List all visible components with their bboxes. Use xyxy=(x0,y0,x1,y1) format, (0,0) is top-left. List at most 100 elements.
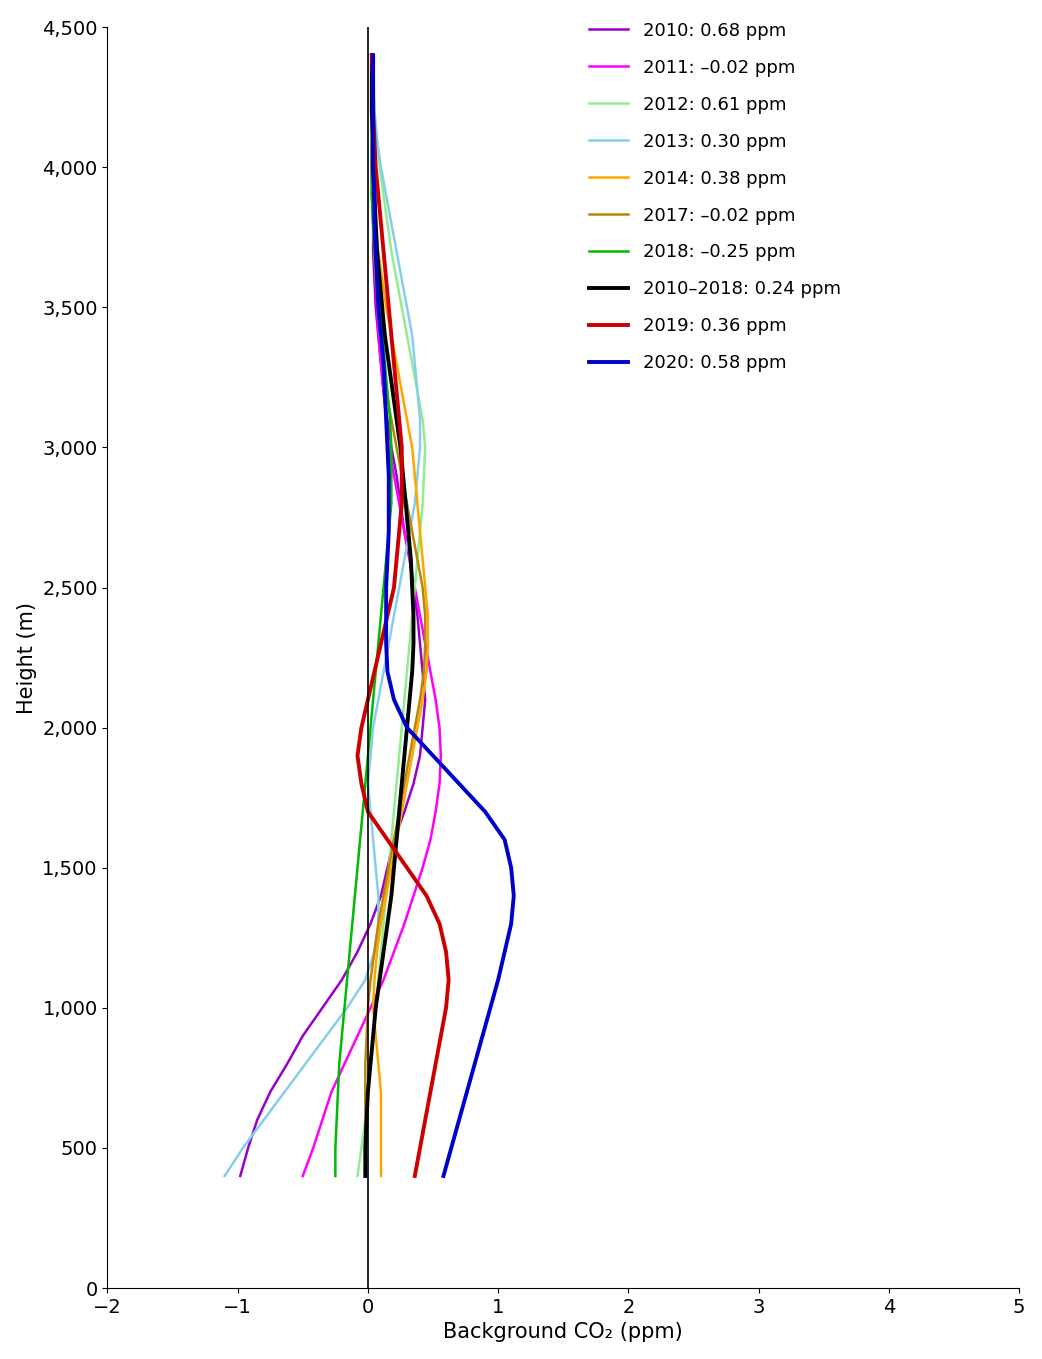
2011: –0.02 ppm: (0.24, 2.8e+03): –0.02 ppm: (0.24, 2.8e+03) xyxy=(393,495,405,511)
2010–2018: 0.24 ppm: (0.03, 4.4e+03): 0.24 ppm: (0.03, 4.4e+03) xyxy=(366,48,378,64)
2010–2018: 0.24 ppm: (0.32, 2.1e+03): 0.24 ppm: (0.32, 2.1e+03) xyxy=(403,692,416,708)
2012: 0.61 ppm: (-0.02, 600): 0.61 ppm: (-0.02, 600) xyxy=(359,1112,372,1128)
2018: –0.25 ppm: (0.04, 3.8e+03): –0.25 ppm: (0.04, 3.8e+03) xyxy=(367,215,379,231)
2011: –0.02 ppm: (0.12, 1.1e+03): –0.02 ppm: (0.12, 1.1e+03) xyxy=(377,972,390,988)
2010–2018: 0.24 ppm: (0.04, 4.1e+03): 0.24 ppm: (0.04, 4.1e+03) xyxy=(367,130,379,147)
2020: 0.58 ppm: (0.04, 4e+03): 0.58 ppm: (0.04, 4e+03) xyxy=(367,159,379,175)
2013: 0.30 ppm: (-0.02, 1.1e+03): 0.30 ppm: (-0.02, 1.1e+03) xyxy=(359,972,372,988)
2018: –0.25 ppm: (-0.2, 900): –0.25 ppm: (-0.2, 900) xyxy=(336,1027,348,1044)
2012: 0.61 ppm: (0.03, 4.4e+03): 0.61 ppm: (0.03, 4.4e+03) xyxy=(366,48,378,64)
2013: 0.30 ppm: (0.4, 3e+03): 0.30 ppm: (0.4, 3e+03) xyxy=(414,439,426,455)
2010–2018: 0.24 ppm: (0.22, 3.1e+03): 0.24 ppm: (0.22, 3.1e+03) xyxy=(391,412,403,428)
2010–2018: 0.24 ppm: (0.25, 3e+03): 0.24 ppm: (0.25, 3e+03) xyxy=(394,439,406,455)
Line: 2011: –0.02 ppm: 2011: –0.02 ppm xyxy=(303,56,441,1176)
2011: –0.02 ppm: (0.36, 2.5e+03): –0.02 ppm: (0.36, 2.5e+03) xyxy=(408,579,421,595)
2020: 0.58 ppm: (0.3, 2e+03): 0.58 ppm: (0.3, 2e+03) xyxy=(401,719,414,735)
2012: 0.61 ppm: (0.22, 3.6e+03): 0.61 ppm: (0.22, 3.6e+03) xyxy=(391,272,403,288)
2013: 0.30 ppm: (0.12, 2.2e+03): 0.30 ppm: (0.12, 2.2e+03) xyxy=(377,663,390,680)
2013: 0.30 ppm: (-0.32, 900): 0.30 ppm: (-0.32, 900) xyxy=(320,1027,332,1044)
2018: –0.25 ppm: (-0.04, 1.7e+03): –0.25 ppm: (-0.04, 1.7e+03) xyxy=(356,803,369,819)
2012: 0.61 ppm: (0.1, 1.2e+03): 0.61 ppm: (0.1, 1.2e+03) xyxy=(375,943,388,959)
2010–2018: 0.24 ppm: (0.16, 3.3e+03): 0.24 ppm: (0.16, 3.3e+03) xyxy=(382,355,395,371)
2014: 0.38 ppm: (0.03, 4.2e+03): 0.38 ppm: (0.03, 4.2e+03) xyxy=(366,103,378,120)
2019: 0.36 ppm: (0.08, 3.9e+03): 0.36 ppm: (0.08, 3.9e+03) xyxy=(372,188,384,204)
2017: –0.02 ppm: (0.05, 1.2e+03): –0.02 ppm: (0.05, 1.2e+03) xyxy=(368,943,380,959)
2017: –0.02 ppm: (0.16, 1.5e+03): –0.02 ppm: (0.16, 1.5e+03) xyxy=(382,860,395,877)
2012: 0.61 ppm: (0.3, 2.2e+03): 0.61 ppm: (0.3, 2.2e+03) xyxy=(401,663,414,680)
2013: 0.30 ppm: (0.1, 4e+03): 0.30 ppm: (0.1, 4e+03) xyxy=(375,159,388,175)
2013: 0.30 ppm: (0.4, 3.1e+03): 0.30 ppm: (0.4, 3.1e+03) xyxy=(414,412,426,428)
2012: 0.61 ppm: (0.16, 1.5e+03): 0.61 ppm: (0.16, 1.5e+03) xyxy=(382,860,395,877)
2017: –0.02 ppm: (0, 1e+03): –0.02 ppm: (0, 1e+03) xyxy=(362,1000,374,1017)
Line: 2014: 0.38 ppm: 2014: 0.38 ppm xyxy=(372,56,428,1176)
2011: –0.02 ppm: (0.2, 2.9e+03): –0.02 ppm: (0.2, 2.9e+03) xyxy=(388,467,400,484)
2020: 0.58 ppm: (1.1, 1.5e+03): 0.58 ppm: (1.1, 1.5e+03) xyxy=(505,860,518,877)
2018: –0.25 ppm: (-0.1, 1.4e+03): –0.25 ppm: (-0.1, 1.4e+03) xyxy=(349,887,362,904)
2010: 0.68 ppm: (0.4, 1.9e+03): 0.68 ppm: (0.4, 1.9e+03) xyxy=(414,747,426,764)
2017: –0.02 ppm: (-0.02, 500): –0.02 ppm: (-0.02, 500) xyxy=(359,1140,372,1157)
2017: –0.02 ppm: (0.43, 2.2e+03): –0.02 ppm: (0.43, 2.2e+03) xyxy=(418,663,430,680)
2013: 0.30 ppm: (0.04, 1.6e+03): 0.30 ppm: (0.04, 1.6e+03) xyxy=(367,832,379,848)
2010: 0.68 ppm: (0.1, 1.4e+03): 0.68 ppm: (0.1, 1.4e+03) xyxy=(375,887,388,904)
2017: –0.02 ppm: (0.08, 3.5e+03): –0.02 ppm: (0.08, 3.5e+03) xyxy=(372,299,384,315)
2019: 0.36 ppm: (0, 2.1e+03): 0.36 ppm: (0, 2.1e+03) xyxy=(362,692,374,708)
2010–2018: 0.24 ppm: (0.34, 2.5e+03): 0.24 ppm: (0.34, 2.5e+03) xyxy=(406,579,419,595)
2017: –0.02 ppm: (-0.01, 900): –0.02 ppm: (-0.01, 900) xyxy=(361,1027,373,1044)
2012: 0.61 ppm: (0.09, 4e+03): 0.61 ppm: (0.09, 4e+03) xyxy=(373,159,386,175)
2017: –0.02 ppm: (0.18, 3.1e+03): –0.02 ppm: (0.18, 3.1e+03) xyxy=(386,412,398,428)
2010–2018: 0.24 ppm: (-0.02, 400): 0.24 ppm: (-0.02, 400) xyxy=(359,1167,372,1184)
2013: 0.30 ppm: (0.22, 3.7e+03): 0.30 ppm: (0.22, 3.7e+03) xyxy=(391,243,403,260)
2012: 0.61 ppm: (0.34, 2.4e+03): 0.61 ppm: (0.34, 2.4e+03) xyxy=(406,607,419,624)
2017: –0.02 ppm: (0.08, 1.3e+03): –0.02 ppm: (0.08, 1.3e+03) xyxy=(372,916,384,932)
2014: 0.38 ppm: (0.07, 1.2e+03): 0.38 ppm: (0.07, 1.2e+03) xyxy=(371,943,383,959)
2011: –0.02 ppm: (0.42, 1.5e+03): –0.02 ppm: (0.42, 1.5e+03) xyxy=(417,860,429,877)
2010: 0.68 ppm: (0.15, 1.5e+03): 0.68 ppm: (0.15, 1.5e+03) xyxy=(381,860,394,877)
2019: 0.36 ppm: (0.52, 800): 0.36 ppm: (0.52, 800) xyxy=(429,1056,442,1072)
2010: 0.68 ppm: (-0.98, 400): 0.68 ppm: (-0.98, 400) xyxy=(234,1167,247,1184)
2010–2018: 0.24 ppm: (0.09, 3.6e+03): 0.24 ppm: (0.09, 3.6e+03) xyxy=(373,272,386,288)
Line: 2018: –0.25 ppm: 2018: –0.25 ppm xyxy=(336,56,392,1176)
2012: 0.61 ppm: (0.32, 2.3e+03): 0.61 ppm: (0.32, 2.3e+03) xyxy=(403,636,416,652)
2013: 0.30 ppm: (0.36, 3.3e+03): 0.30 ppm: (0.36, 3.3e+03) xyxy=(408,355,421,371)
2018: –0.25 ppm: (0, 1.9e+03): –0.25 ppm: (0, 1.9e+03) xyxy=(362,747,374,764)
2020: 0.58 ppm: (0.82, 800): 0.58 ppm: (0.82, 800) xyxy=(469,1056,481,1072)
2014: 0.38 ppm: (0.4, 2.7e+03): 0.38 ppm: (0.4, 2.7e+03) xyxy=(414,523,426,540)
2019: 0.36 ppm: (0.24, 3.1e+03): 0.36 ppm: (0.24, 3.1e+03) xyxy=(393,412,405,428)
2012: 0.61 ppm: (0.05, 4.2e+03): 0.61 ppm: (0.05, 4.2e+03) xyxy=(368,103,380,120)
2014: 0.38 ppm: (0.44, 2.5e+03): 0.38 ppm: (0.44, 2.5e+03) xyxy=(419,579,431,595)
2012: 0.61 ppm: (0.42, 3.1e+03): 0.61 ppm: (0.42, 3.1e+03) xyxy=(417,412,429,428)
2018: –0.25 ppm: (-0.22, 800): –0.25 ppm: (-0.22, 800) xyxy=(333,1056,346,1072)
2017: –0.02 ppm: (0.04, 3.9e+03): –0.02 ppm: (0.04, 3.9e+03) xyxy=(367,188,379,204)
2012: 0.61 ppm: (0.36, 2.5e+03): 0.61 ppm: (0.36, 2.5e+03) xyxy=(408,579,421,595)
2014: 0.38 ppm: (0.22, 3.3e+03): 0.38 ppm: (0.22, 3.3e+03) xyxy=(391,355,403,371)
2012: 0.61 ppm: (0, 700): 0.61 ppm: (0, 700) xyxy=(362,1083,374,1099)
2019: 0.36 ppm: (0.22, 3.2e+03): 0.36 ppm: (0.22, 3.2e+03) xyxy=(391,383,403,400)
2013: 0.30 ppm: (0.05, 1.2e+03): 0.30 ppm: (0.05, 1.2e+03) xyxy=(368,943,380,959)
2020: 0.58 ppm: (0.05, 3.8e+03): 0.58 ppm: (0.05, 3.8e+03) xyxy=(368,215,380,231)
2019: 0.36 ppm: (-0.05, 2e+03): 0.36 ppm: (-0.05, 2e+03) xyxy=(355,719,368,735)
2012: 0.61 ppm: (0.08, 1.1e+03): 0.61 ppm: (0.08, 1.1e+03) xyxy=(372,972,384,988)
2019: 0.36 ppm: (0.44, 600): 0.36 ppm: (0.44, 600) xyxy=(419,1112,431,1128)
2013: 0.30 ppm: (0.02, 1.7e+03): 0.30 ppm: (0.02, 1.7e+03) xyxy=(365,803,377,819)
2014: 0.38 ppm: (0.08, 800): 0.38 ppm: (0.08, 800) xyxy=(372,1056,384,1072)
2017: –0.02 ppm: (0.06, 3.6e+03): –0.02 ppm: (0.06, 3.6e+03) xyxy=(370,272,382,288)
2018: –0.25 ppm: (0.09, 3.5e+03): –0.25 ppm: (0.09, 3.5e+03) xyxy=(373,299,386,315)
2014: 0.38 ppm: (0.04, 1e+03): 0.38 ppm: (0.04, 1e+03) xyxy=(367,1000,379,1017)
2020: 0.58 ppm: (0.7, 1.8e+03): 0.58 ppm: (0.7, 1.8e+03) xyxy=(453,776,466,792)
2013: 0.30 ppm: (0.04, 2e+03): 0.30 ppm: (0.04, 2e+03) xyxy=(367,719,379,735)
2019: 0.36 ppm: (-0.08, 1.9e+03): 0.36 ppm: (-0.08, 1.9e+03) xyxy=(351,747,364,764)
2010–2018: 0.24 ppm: (0.04, 4e+03): 0.24 ppm: (0.04, 4e+03) xyxy=(367,159,379,175)
2011: –0.02 ppm: (-0.5, 400): –0.02 ppm: (-0.5, 400) xyxy=(297,1167,309,1184)
2014: 0.38 ppm: (0.04, 4.1e+03): 0.38 ppm: (0.04, 4.1e+03) xyxy=(367,130,379,147)
2017: –0.02 ppm: (0.03, 4.2e+03): –0.02 ppm: (0.03, 4.2e+03) xyxy=(366,103,378,120)
2017: –0.02 ppm: (0.24, 1.7e+03): –0.02 ppm: (0.24, 1.7e+03) xyxy=(393,803,405,819)
2010: 0.68 ppm: (-0.35, 1e+03): 0.68 ppm: (-0.35, 1e+03) xyxy=(316,1000,328,1017)
2011: –0.02 ppm: (0.56, 1.9e+03): –0.02 ppm: (0.56, 1.9e+03) xyxy=(435,747,447,764)
2010–2018: 0.24 ppm: (0.19, 3.2e+03): 0.24 ppm: (0.19, 3.2e+03) xyxy=(387,383,399,400)
2014: 0.38 ppm: (0.1, 500): 0.38 ppm: (0.1, 500) xyxy=(375,1140,388,1157)
2014: 0.38 ppm: (0.05, 1.1e+03): 0.38 ppm: (0.05, 1.1e+03) xyxy=(368,972,380,988)
Line: 2013: 0.30 ppm: 2013: 0.30 ppm xyxy=(225,56,420,1176)
2017: –0.02 ppm: (0.12, 3.3e+03): –0.02 ppm: (0.12, 3.3e+03) xyxy=(377,355,390,371)
2014: 0.38 ppm: (0.45, 2.2e+03): 0.38 ppm: (0.45, 2.2e+03) xyxy=(420,663,432,680)
2017: –0.02 ppm: (0.03, 4.4e+03): –0.02 ppm: (0.03, 4.4e+03) xyxy=(366,48,378,64)
